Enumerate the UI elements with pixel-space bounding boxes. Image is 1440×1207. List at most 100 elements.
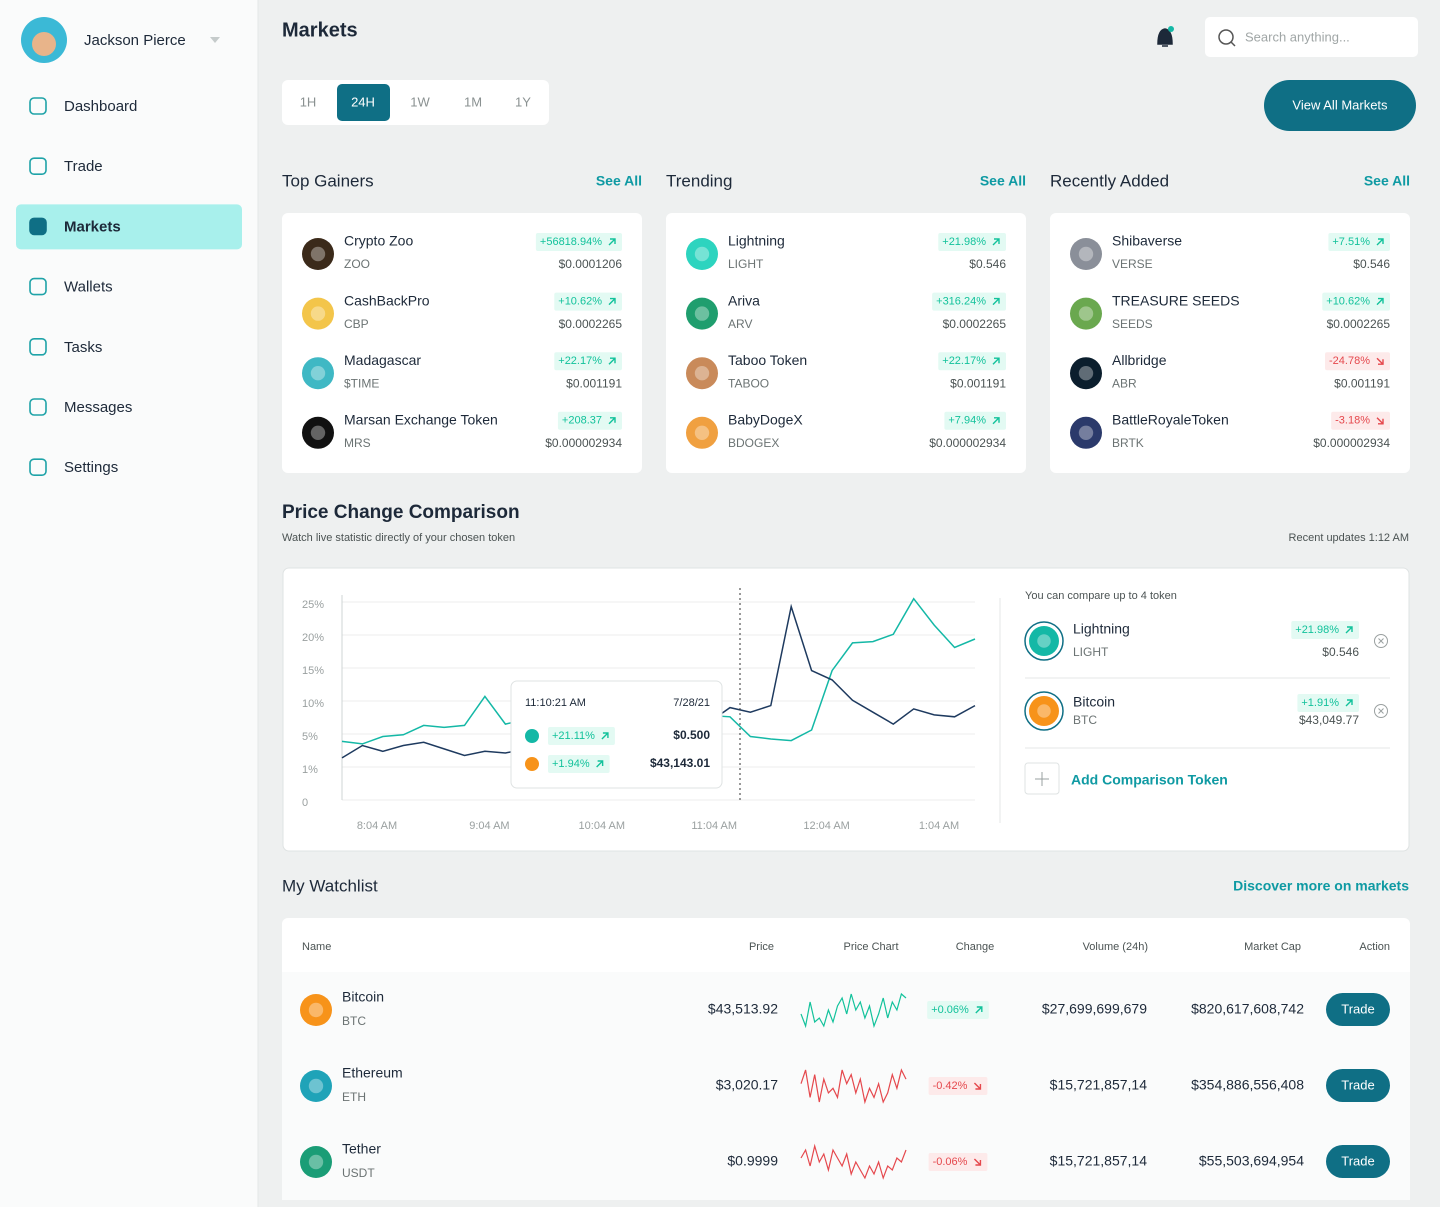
change-badge: +1.91% [1301,697,1339,709]
section-subtitle: Watch live statistic directly of your ch… [282,532,515,544]
search-icon [1218,29,1234,45]
tooltip-price: $43,143.01 [650,756,710,770]
token-volume: $15,721,857,14 [1050,1153,1148,1169]
change-badge: +0.06% [931,1004,969,1016]
change-badge-bg [932,292,1006,311]
trade-button[interactable] [1326,1069,1390,1102]
nav-icon [29,337,47,356]
arrow-icon [596,760,604,768]
token-symbol: ABR [1112,376,1137,390]
change-badge-bg [554,352,622,371]
timeframe-button[interactable]: 24H [351,94,375,109]
token-icon [686,416,718,449]
token-icon [1070,238,1102,270]
search-icon-handle [1230,41,1236,47]
trade-label[interactable]: Trade [1341,1077,1374,1092]
token-price: $0.001191 [1334,376,1390,390]
token-name: Allbridge [1112,352,1167,368]
view-all-button[interactable] [1264,80,1416,131]
arrow-icon [992,417,1000,425]
search-box[interactable] [1205,17,1418,57]
tooltip-token-icon [525,729,539,743]
section-title: Price Change Comparison [282,502,520,523]
x-tick-label: 11:04 AM [691,820,737,832]
timeframe-button[interactable]: 1Y [515,94,531,109]
token-price: $43,513.92 [708,1001,778,1017]
trade-label[interactable]: Trade [1341,1001,1374,1016]
user-menu-chevron[interactable] [210,37,220,43]
change-badge-bg [928,1077,988,1095]
nav-active-bg[interactable] [16,204,242,250]
nav-item[interactable]: Messages [64,399,132,416]
notification-bell[interactable] [1157,28,1173,47]
see-all-link[interactable]: See All [980,173,1026,189]
change-badge-bg [927,1001,989,1019]
token-name: BattleRoyaleToken [1112,412,1229,428]
token-icon-inner [310,306,326,321]
nav-item[interactable]: Wallets [64,279,113,296]
trade-button[interactable] [1326,993,1390,1026]
nav-icon [29,398,47,416]
panel-card [666,213,1026,473]
change-badge: -3.18% [1335,415,1370,427]
change-badge-bg [557,411,622,430]
token-price: $0.0002265 [943,317,1007,331]
token-icon [1070,416,1102,449]
token-icon-inner [694,425,710,440]
token-icon-inner [1078,246,1094,262]
see-all-link[interactable]: See All [596,173,642,189]
add-token-link[interactable]: Add Comparison Token [1071,772,1228,788]
token-price: $0.546 [969,257,1006,271]
notification-dot [1168,26,1174,32]
view-all-label[interactable]: View All Markets [1292,97,1388,112]
token-price: $0.546 [1353,257,1390,271]
discover-link[interactable]: Discover more on markets [1233,878,1409,894]
token-name: Madagascar [344,352,421,368]
see-all-link[interactable]: See All [1364,173,1410,189]
column-header: Market Cap [1244,941,1301,953]
token-icon-inner [310,366,326,381]
nav-item[interactable]: Markets [64,218,121,235]
trade-label[interactable]: Trade [1341,1153,1374,1168]
token-name: Shibaverse [1112,233,1182,249]
token-price: $0.546 [1322,645,1359,659]
nav-item[interactable]: Trade [64,158,103,175]
token-name: TREASURE SEEDS [1112,292,1240,308]
remove-token-x [1378,638,1384,644]
arrow-icon [1376,357,1384,365]
nav-item[interactable]: Tasks [64,339,102,356]
timeframe-active[interactable] [337,84,390,121]
token-symbol: CBP [344,317,369,331]
timeframe-button[interactable]: 1H [300,94,317,109]
token-symbol: BRTK [1112,436,1144,450]
timeframe-button[interactable]: 1M [464,94,482,109]
token-icon-inner [694,306,710,321]
token-icon [302,357,334,390]
token-name: BabyDogeX [728,412,803,428]
timeframe-button[interactable]: 1W [410,94,430,109]
nav-item[interactable]: Dashboard [64,98,137,115]
compare-note: You can compare up to 4 token [1025,590,1177,602]
token-icon-inner [308,1078,324,1094]
arrow-icon [608,297,616,306]
token-name: Bitcoin [1073,694,1115,710]
remove-token[interactable] [1374,704,1388,718]
x-tick-label: 9:04 AM [469,820,509,832]
change-badge: +7.51% [1332,236,1370,248]
arrow-icon [601,732,609,740]
token-icon [300,1070,332,1102]
change-badge-bg [928,1153,988,1171]
trade-button[interactable] [1326,1145,1390,1178]
token-icon [1029,626,1059,656]
change-badge: +208.37 [562,415,602,427]
change-badge: +21.98% [942,236,986,248]
remove-token-x [1378,708,1384,714]
remove-token[interactable] [1374,634,1388,648]
change-badge-bg [535,233,622,251]
arrow-icon [973,1158,982,1166]
nav-item[interactable]: Settings [64,459,118,476]
tooltip-token-icon [525,757,539,771]
token-icon-inner [1078,306,1094,321]
y-tick-label: 15% [302,665,324,677]
